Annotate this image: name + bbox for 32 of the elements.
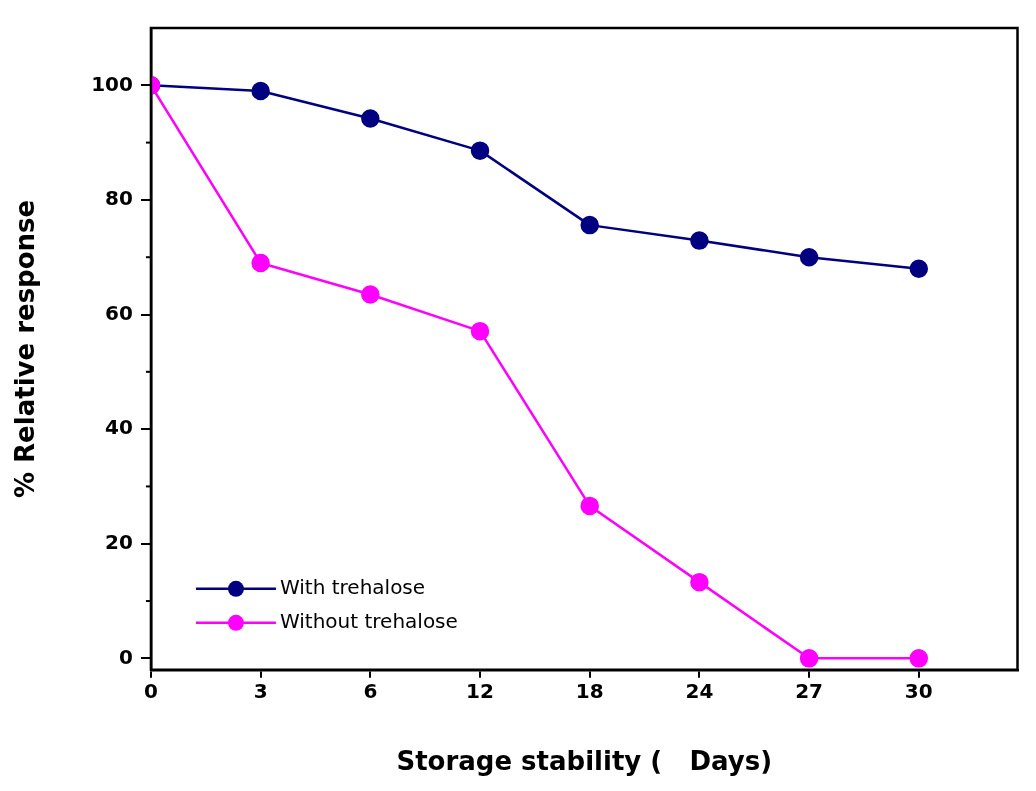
legend-label: Without trehalose	[279, 609, 458, 633]
point	[580, 215, 599, 235]
y-tick-label: 0	[119, 644, 133, 669]
y-tick-label: 20	[105, 529, 133, 554]
point	[470, 141, 490, 160]
point	[799, 649, 819, 668]
x-tick-label: 6	[363, 679, 378, 703]
legend-label: With trehalose	[279, 575, 426, 599]
x-tick-label: 0	[143, 679, 158, 703]
x-tick-label: 3	[253, 679, 268, 703]
point	[580, 496, 599, 516]
point	[690, 231, 709, 250]
point	[361, 109, 380, 128]
y-tick-label: 60	[105, 300, 133, 325]
x-tick-label: 18	[575, 679, 604, 703]
point	[361, 285, 380, 304]
point	[690, 572, 709, 592]
y-tick-label: 80	[105, 186, 133, 211]
x-tick-label: 27	[795, 679, 824, 703]
point	[470, 321, 490, 341]
y-tick-label: 100	[91, 71, 133, 96]
point	[799, 247, 819, 267]
y-axis-title: % Relative response	[10, 199, 41, 499]
point	[909, 649, 929, 668]
point	[251, 253, 270, 273]
point	[909, 259, 929, 278]
x-axis-title: Storage stability ( Days)	[396, 746, 773, 777]
x-tick-label: 30	[904, 679, 933, 703]
point	[251, 81, 270, 101]
y-tick-label: 40	[105, 415, 133, 440]
x-tick-label: 12	[466, 679, 494, 703]
x-tick-label: 24	[685, 679, 714, 703]
